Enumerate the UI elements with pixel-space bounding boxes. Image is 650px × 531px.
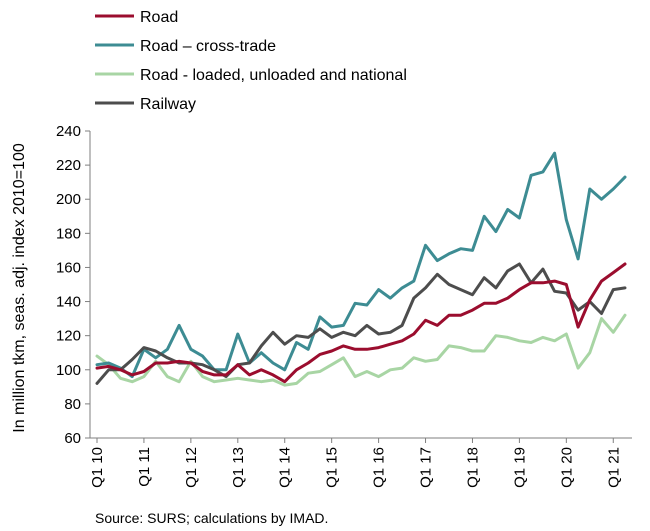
- y-tick-label: 120: [56, 328, 81, 345]
- y-tick-label: 80: [64, 396, 81, 413]
- y-tick-label: 200: [56, 191, 81, 208]
- y-tick-label: 140: [56, 294, 81, 311]
- y-tick-label: 100: [56, 362, 81, 379]
- legend-label: Road - loaded, unloaded and national: [140, 67, 407, 84]
- x-tick-label: Q1 12: [183, 447, 200, 488]
- x-tick-label: Q1 20: [558, 447, 575, 488]
- x-tick-label: Q1 17: [418, 447, 435, 488]
- y-tick-label: 160: [56, 259, 81, 276]
- y-tick-label: 220: [56, 157, 81, 174]
- x-tick-label: Q1 14: [277, 447, 294, 488]
- y-tick-label: 240: [56, 123, 81, 140]
- series-line-2: [95, 313, 627, 387]
- x-tick-label: Q1 11: [136, 447, 153, 487]
- x-tick-label: Q1 15: [324, 447, 341, 488]
- series-line-1: [95, 151, 627, 379]
- x-tick-label: Q1 13: [230, 447, 247, 488]
- x-tick-label: Q1 16: [371, 447, 388, 488]
- x-tick-label: Q1 21: [605, 447, 622, 488]
- x-axis: Q1 10 Q1 11 Q1 12 Q1 13 Q1 14 Q1 15 Q1 16 Q1 17…: [89, 437, 632, 488]
- x-tick-label: Q1 10: [89, 447, 106, 488]
- series-line-0: [95, 262, 627, 384]
- series-lines: [95, 151, 627, 387]
- x-tick-label: Q1 19: [511, 447, 528, 488]
- y-axis-title: In million tkm, seas. adj. index 2010=10…: [11, 143, 28, 433]
- y-tick-label: 180: [56, 225, 81, 242]
- x-tick-label: Q1 18: [464, 447, 481, 488]
- legend-label: Railway: [140, 96, 196, 113]
- y-axis: 60 80 100 120 140 160 180 200 220 240: [56, 123, 91, 447]
- source-note: Source: SURS; calculations by IMAD.: [95, 510, 328, 526]
- y-tick-label: 60: [64, 430, 81, 447]
- legend: Road Road – cross-trade Road - loaded, unl…: [95, 9, 407, 113]
- legend-label: Road: [140, 9, 178, 26]
- legend-label: Road – cross-trade: [140, 38, 276, 55]
